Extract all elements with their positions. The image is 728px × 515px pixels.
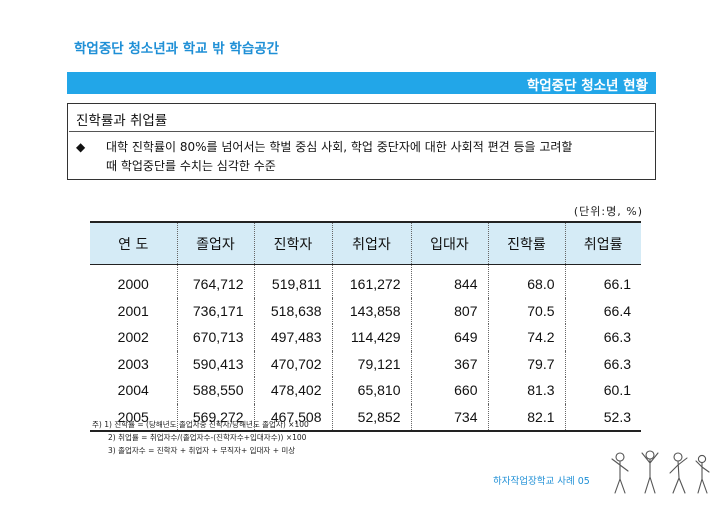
summary-box: 진학률과 취업률 ◆ 대학 진학률이 80%를 넘어서는 학벌 중심 사회, 학… bbox=[67, 103, 656, 180]
table-cell: 518,638 bbox=[253, 297, 332, 324]
table-row: 2000 764,712 519,811 161,272 844 68.0 66… bbox=[90, 264, 641, 298]
table-row: 2001 736,171 518,638 143,858 807 70.5 66… bbox=[90, 297, 641, 324]
column-header: 취업자 bbox=[331, 221, 411, 265]
table-cell: 2000 bbox=[117, 276, 149, 293]
table-cell: 65,810 bbox=[331, 377, 411, 404]
table-cell: 2002 bbox=[117, 329, 149, 346]
table-cell: 497,483 bbox=[253, 324, 332, 351]
table-cell: 143,858 bbox=[331, 297, 411, 324]
banner-title: 학업중단 청소년 현황 bbox=[526, 78, 648, 94]
table-cell: 81.3 bbox=[487, 377, 565, 404]
table-cell: 844 bbox=[410, 264, 488, 298]
table-cell: 66.4 bbox=[564, 297, 641, 324]
section-banner: 학업중단 청소년 현황 bbox=[67, 72, 656, 94]
note-line: 2) 취업률 = 취업자수/(졸업자수-(진학자수+입대자수)) ×100 bbox=[108, 433, 307, 442]
table-cell: 367 bbox=[410, 350, 488, 377]
table-cell: 52,852 bbox=[331, 403, 411, 432]
note-line: 주) 1) 진학률 = (당해년도 졸업자중 진학자/당해년도 졸업자) ×10… bbox=[92, 420, 309, 429]
table-cell: 52.3 bbox=[564, 403, 641, 432]
table-cell: 2004 bbox=[117, 382, 149, 399]
table-cell: 82.1 bbox=[487, 403, 565, 432]
table-cell: 60.1 bbox=[564, 377, 641, 404]
table-cell: 649 bbox=[410, 324, 488, 351]
column-header: 진학률 bbox=[487, 221, 565, 265]
table-header-row: 연 도 졸업자 진학자 취업자 입대자 진학률 취업률 bbox=[90, 221, 641, 265]
summary-box-title: 진학률과 취업률 bbox=[76, 113, 168, 129]
table-cell: 2003 bbox=[117, 355, 149, 372]
summary-line-1: 대학 진학률이 80%를 넘어서는 학벌 중심 사회, 학업 중단자에 대한 사… bbox=[106, 140, 573, 154]
column-header: 입대자 bbox=[410, 221, 488, 265]
table-row: 2005 569,272 467,508 52,852 734 82.1 52.… bbox=[90, 403, 641, 432]
table-cell: 2001 bbox=[117, 302, 149, 319]
table-cell: 519,811 bbox=[253, 264, 332, 298]
table-cell: 114,429 bbox=[331, 324, 411, 351]
table-cell: 478,402 bbox=[253, 377, 332, 404]
table-cell: 66.3 bbox=[564, 350, 641, 377]
table-cell: 736,171 bbox=[176, 297, 254, 324]
table-cell: 588,550 bbox=[176, 377, 254, 404]
page-title: 학업중단 청소년과 학교 밖 학습공간 bbox=[74, 41, 280, 57]
table-row: 2004 588,550 478,402 65,810 660 81.3 60.… bbox=[90, 377, 641, 404]
table-cell: 74.2 bbox=[487, 324, 565, 351]
table-cell: 70.5 bbox=[487, 297, 565, 324]
summary-line-2: 때 학업중단를 수치는 심각한 수준 bbox=[106, 159, 276, 173]
column-header: 진학자 bbox=[253, 221, 332, 265]
table-cell: 470,702 bbox=[253, 350, 332, 377]
table-cell: 807 bbox=[410, 297, 488, 324]
table-cell: 79,121 bbox=[331, 350, 411, 377]
table-cell: 590,413 bbox=[176, 350, 254, 377]
table-cell: 2005 bbox=[90, 403, 177, 432]
diamond-bullet-icon: ◆ bbox=[76, 140, 86, 154]
table-cell: 68.0 bbox=[487, 264, 565, 298]
table-notes: 주) 1) 진학률 = (당해년도 졸업자중 진학자/당해년도 졸업자) ×10… bbox=[92, 418, 309, 457]
table-cell: 734 bbox=[410, 403, 488, 432]
table-cell: 79.7 bbox=[487, 350, 565, 377]
table-row: 2003 590,413 470,702 79,121 367 79.7 66.… bbox=[90, 350, 641, 377]
table-row: 2002 670,713 497,483 114,429 649 74.2 66… bbox=[90, 324, 641, 351]
table-cell: 670,713 bbox=[176, 324, 254, 351]
table-cell: 467,508 bbox=[253, 403, 332, 432]
summary-text: 대학 진학률이 80%를 넘어서는 학벌 중심 사회, 학업 중단자에 대한 사… bbox=[106, 138, 651, 176]
unit-label: (단위:명, %) bbox=[573, 205, 643, 218]
statistics-table: 연 도 졸업자 진학자 취업자 입대자 진학률 취업률 2000 764,712… bbox=[90, 221, 641, 432]
footer-label: 하자작업장학교 사례 05 bbox=[493, 476, 590, 487]
table-cell: 660 bbox=[410, 377, 488, 404]
table-cell: 161,272 bbox=[331, 264, 411, 298]
table-cell: 66.3 bbox=[564, 324, 641, 351]
column-header: 졸업자 bbox=[176, 221, 254, 265]
column-header: 연 도 bbox=[90, 221, 177, 265]
column-header: 취업률 bbox=[564, 221, 641, 265]
table-cell: 66.1 bbox=[564, 264, 641, 298]
divider bbox=[69, 131, 654, 132]
exercising-figures-illustration bbox=[611, 450, 710, 494]
note-line: 3) 졸업자수 = 진학자 + 취업자 + 무직자+ 입대자 + 미상 bbox=[108, 446, 296, 455]
table-cell: 569,272 bbox=[176, 403, 254, 432]
table-cell: 764,712 bbox=[176, 264, 254, 298]
